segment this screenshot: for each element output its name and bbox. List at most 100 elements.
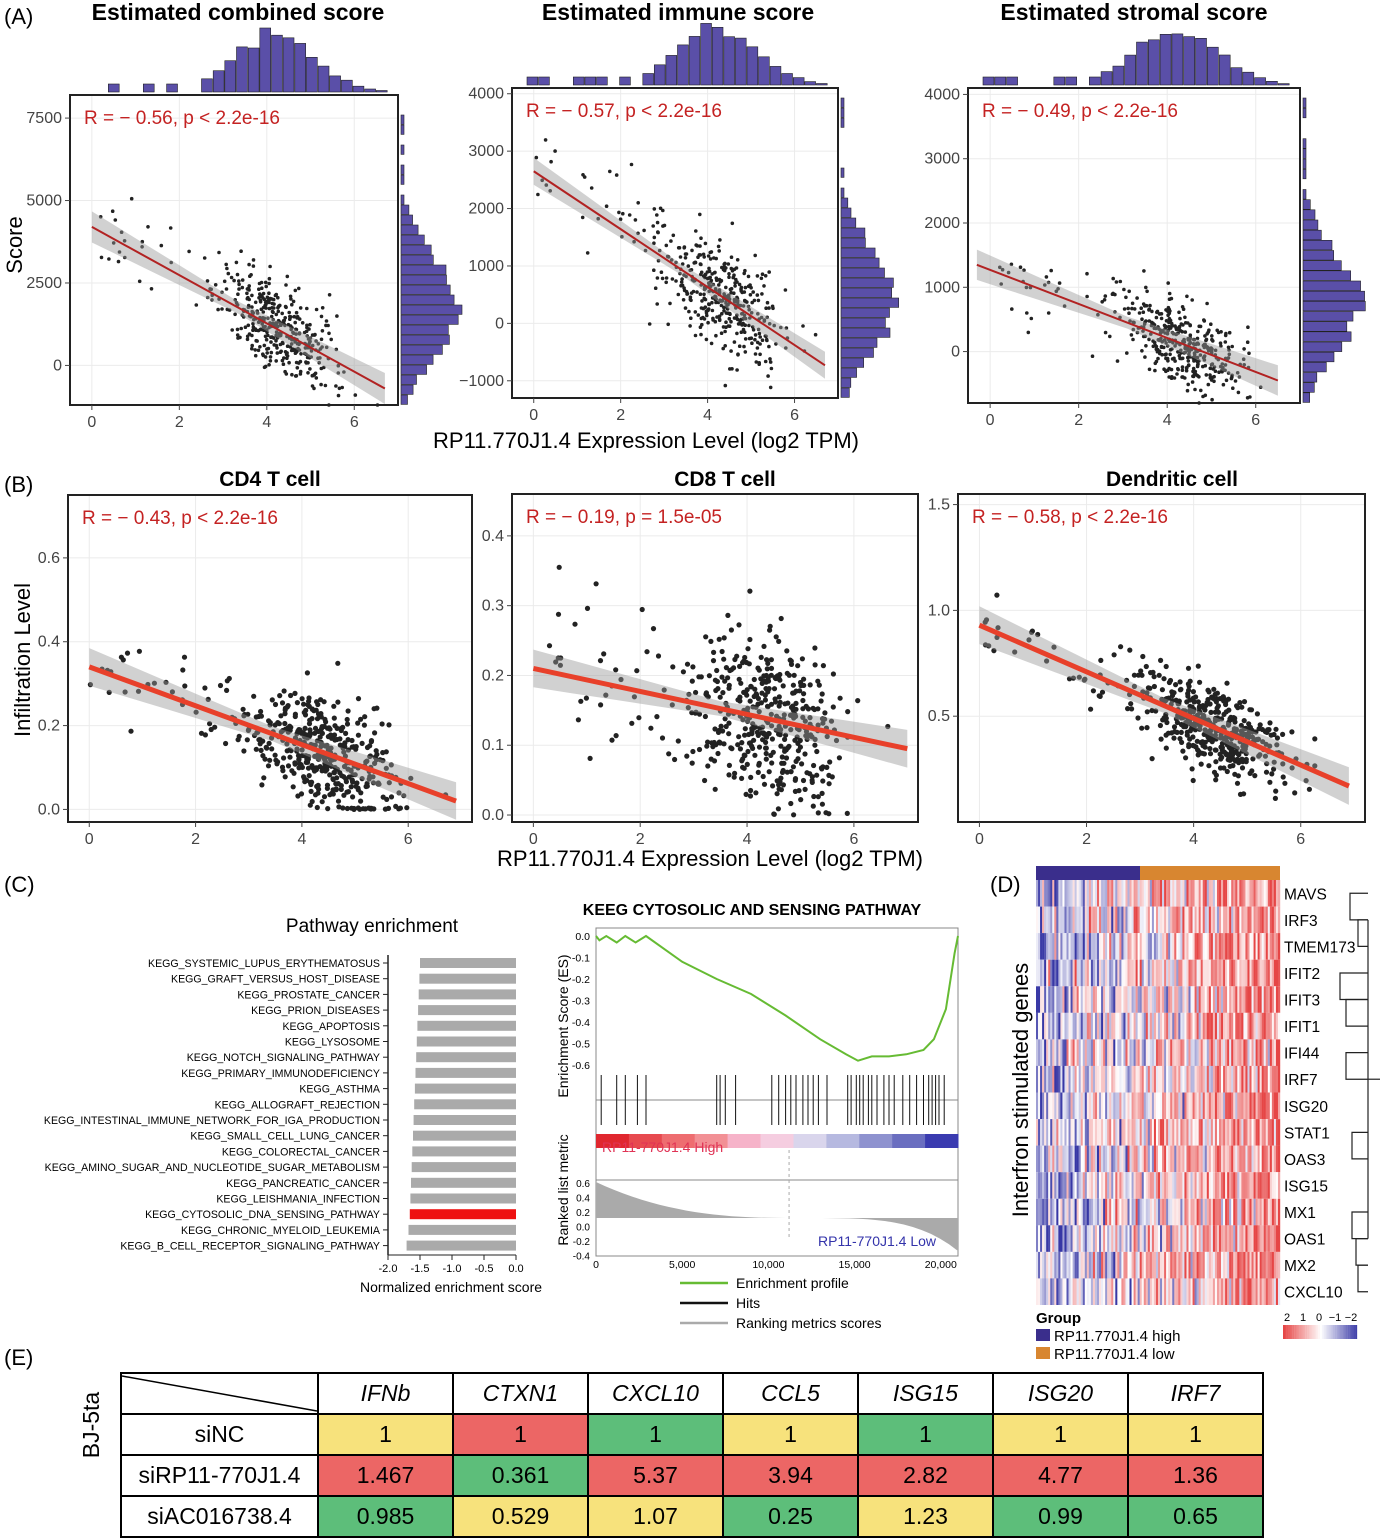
scatter-point: [1145, 709, 1150, 714]
heatmap-cell: [1195, 1252, 1197, 1279]
scatter-point: [1172, 357, 1176, 361]
scatter-point: [308, 731, 313, 736]
heatmap-cell: [1193, 1199, 1195, 1226]
heatmap-cell: [1132, 1013, 1134, 1040]
heatmap-cell: [1247, 986, 1249, 1013]
heatmap-cell: [1186, 1093, 1188, 1120]
heatmap-cell: [1258, 986, 1260, 1013]
heatmap-cell: [1243, 986, 1245, 1013]
heatmap-cell: [1197, 933, 1199, 960]
heatmap-cell: [1048, 960, 1050, 987]
heatmap-cell: [1207, 933, 1209, 960]
heatmap-cell: [1095, 1199, 1097, 1226]
heatmap-cell: [1217, 1039, 1219, 1066]
heatmap-cell: [1062, 1146, 1064, 1173]
heatmap-cell: [1081, 1172, 1083, 1199]
heatmap-cell: [1162, 960, 1164, 987]
heatmap-cell: [1241, 880, 1243, 907]
regression-line: [534, 171, 825, 365]
scatter-point: [1208, 710, 1213, 715]
heatmap-cell: [1276, 1013, 1278, 1040]
scatter-point: [727, 763, 732, 768]
heatmap-cell: [1105, 1039, 1107, 1066]
heatmap-cell: [1040, 1199, 1042, 1226]
heatmap-cell: [1117, 907, 1119, 934]
heatmap-cell: [1130, 1039, 1132, 1066]
heatmap-cell: [1241, 907, 1243, 934]
scatter-point: [218, 683, 223, 688]
scatter-point: [1111, 277, 1115, 281]
heatmap-cell: [1107, 933, 1109, 960]
heatmap-cell: [1203, 1013, 1205, 1040]
heatmap-cell: [1117, 1066, 1119, 1093]
heatmap-cell: [1146, 1039, 1148, 1066]
scatter-point: [1188, 679, 1193, 684]
heatmap-cell: [1201, 1199, 1203, 1226]
heatmap-cell: [1193, 1013, 1195, 1040]
scatter-point: [718, 695, 723, 700]
scatter-point: [1175, 372, 1179, 376]
scatter-point: [753, 338, 757, 342]
heatmap-cell: [1256, 1093, 1258, 1120]
gsea-plot: 0.0-0.1-0.2-0.3-0.4-0.5-0.60.60.40.20.0-…: [572, 928, 959, 1271]
heatmap-cell: [1239, 1252, 1241, 1279]
histogram-bar: [841, 108, 844, 117]
heatmap-cell: [1142, 1199, 1144, 1226]
bar-x-tick-label: -0.5: [475, 1263, 494, 1275]
scatter-point: [1168, 353, 1172, 357]
heatmap-cell: [1048, 1093, 1050, 1120]
scatter-point: [1239, 705, 1244, 710]
heatmap-cell: [1160, 907, 1162, 934]
heatmap-cell: [1264, 880, 1266, 907]
heatmap-cell: [1125, 1093, 1127, 1120]
gsea-ylabel-top: Enrichment Score (ES): [555, 954, 571, 1097]
scatter-point: [1186, 356, 1190, 360]
scatter-point: [259, 714, 264, 719]
scatter-point: [290, 373, 294, 377]
scatter-point: [754, 352, 758, 356]
heatmap-cell: [1058, 1252, 1060, 1279]
heatmap-cell: [1150, 1013, 1152, 1040]
scatter-point: [1132, 673, 1137, 678]
heatmap-cell: [1083, 1039, 1085, 1066]
scatter-point: [300, 696, 305, 701]
scatter-point: [1228, 331, 1232, 335]
heatmap-cell: [1223, 960, 1225, 987]
heatmap-cell: [1272, 1066, 1274, 1093]
scatter-point: [710, 272, 714, 276]
heatmap-cell: [1060, 1252, 1062, 1279]
scatter-point: [712, 256, 716, 260]
heatmap-cell: [1152, 1066, 1154, 1093]
heatmap-cell: [1136, 986, 1138, 1013]
heatmap-cell: [1172, 960, 1174, 987]
heatmap-cell: [1221, 960, 1223, 987]
heatmap-cell: [1180, 1225, 1182, 1252]
heatmap-cell: [1132, 907, 1134, 934]
scatter-point: [544, 138, 548, 142]
scatter-point: [266, 718, 271, 723]
heatmap-cell: [1252, 933, 1254, 960]
scatter-point: [781, 683, 786, 688]
heatmap-cell: [1085, 1225, 1087, 1252]
heatmap-cell: [1262, 986, 1264, 1013]
heatmap-cell: [1109, 1039, 1111, 1066]
scatter-point: [1267, 720, 1272, 725]
heatmap-cell: [1115, 880, 1117, 907]
scatter-point: [736, 258, 740, 262]
histogram-bar: [401, 275, 447, 284]
heatmap-cell: [1058, 1039, 1060, 1066]
scatter-point: [1158, 658, 1163, 663]
heatmap-cell: [1150, 960, 1152, 987]
scatter-point: [313, 726, 318, 731]
correlation-annotation: R = − 0.49, p < 2.2e-16: [982, 101, 1178, 122]
histogram-bar: [995, 77, 1006, 85]
scatter-point: [319, 726, 324, 731]
heatmap-cell: [1052, 1066, 1054, 1093]
heatmap-cell: [1036, 1225, 1038, 1252]
scatter-point: [299, 370, 303, 374]
panel-label-a: (A): [4, 4, 33, 29]
scatter-point: [1233, 758, 1238, 763]
heatmap-cell: [1164, 1172, 1166, 1199]
scatter-point: [1289, 729, 1294, 734]
heatmap-cell: [1207, 960, 1209, 987]
